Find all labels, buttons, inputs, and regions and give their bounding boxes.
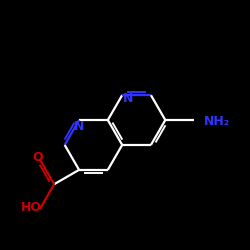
Text: O: O	[32, 151, 42, 164]
Text: N: N	[74, 120, 84, 133]
Text: HO: HO	[21, 201, 42, 214]
Text: N: N	[122, 92, 133, 105]
Text: NH₂: NH₂	[204, 115, 230, 128]
